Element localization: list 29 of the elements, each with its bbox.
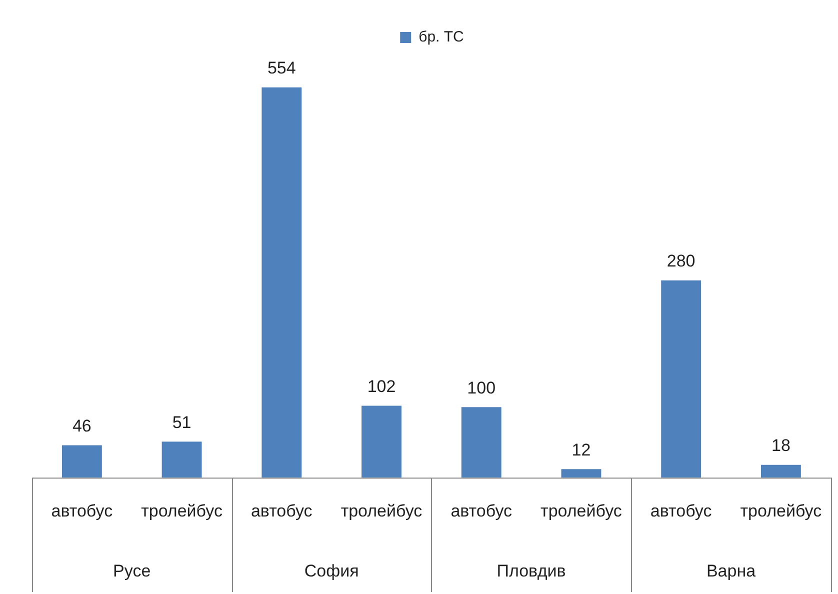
bar	[162, 442, 202, 478]
bar	[760, 464, 801, 478]
text: Пловдив	[496, 562, 566, 581]
bar	[661, 280, 702, 478]
x-tick-label: автобус	[51, 501, 114, 520]
x-tick-label: тролейбус	[340, 501, 423, 520]
x-tick-label: тролейбус	[141, 501, 223, 520]
data-label: 280	[666, 252, 696, 271]
x-tick-label: тролейбус	[540, 501, 622, 520]
data-label: 102	[367, 376, 396, 396]
bar	[62, 445, 102, 478]
text: Русе	[113, 562, 151, 581]
bar	[262, 87, 302, 478]
data-label: 18	[771, 436, 790, 456]
text: Варна	[706, 562, 756, 581]
text: София	[304, 562, 359, 581]
x-tick-label: автобус	[450, 501, 513, 520]
data-label: 554	[267, 58, 296, 78]
bar	[461, 407, 502, 478]
x-tick-label: автобус	[650, 501, 712, 520]
bar	[362, 406, 402, 478]
data-label: 51	[172, 412, 192, 432]
x-tick-label: тролейбус	[740, 501, 822, 520]
data-label: 100	[467, 378, 496, 398]
data-label: 12	[572, 440, 591, 460]
bar	[561, 469, 602, 478]
legend-label: бр. ТС	[418, 28, 464, 46]
data-label: 46	[72, 416, 92, 436]
x-tick-label: автобус	[250, 501, 313, 520]
